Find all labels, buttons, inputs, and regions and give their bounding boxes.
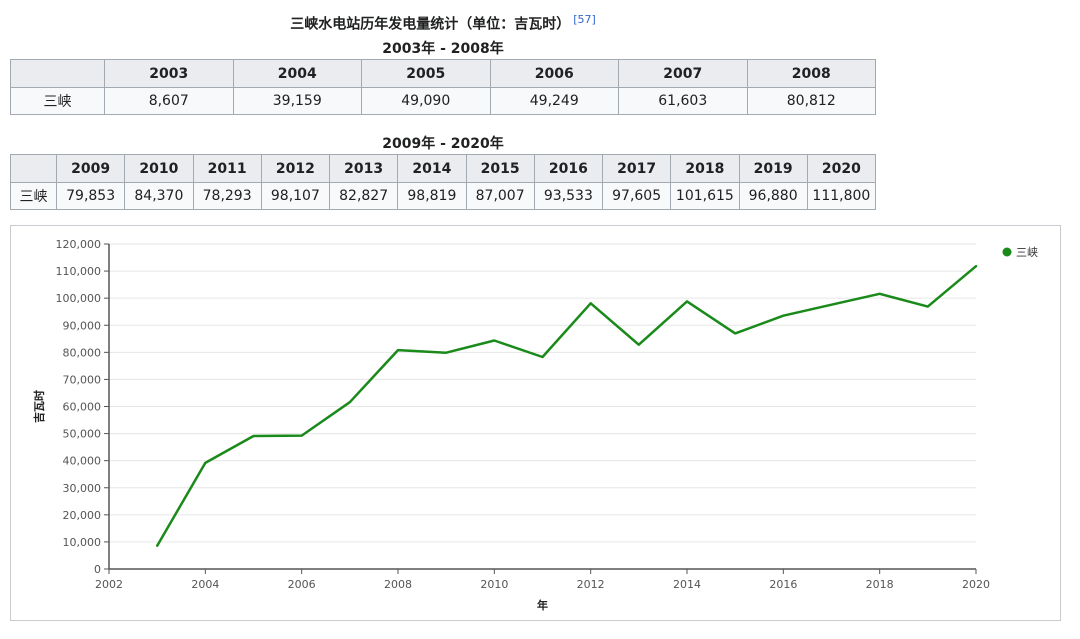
x-tick-label: 2014 (673, 578, 701, 591)
value-cell: 82,827 (328, 182, 399, 210)
year-header: 2011 (192, 154, 262, 183)
value-cell: 61,603 (618, 87, 748, 115)
value-cell: 39,159 (232, 87, 362, 115)
value-cell: 111,800 (806, 182, 877, 210)
reference-link[interactable]: [57] (573, 13, 596, 26)
x-tick-label: 2008 (384, 578, 412, 591)
x-tick-label: 2004 (191, 578, 219, 591)
row-label: 三峡 (10, 87, 105, 115)
y-tick-label: 10,000 (63, 536, 102, 549)
year-header: 2005 (361, 59, 491, 88)
generation-line-chart: 0 10,000 20,000 30,000 40,000 50,000 60,000 70,… (10, 225, 1061, 621)
legend-label: 三峡 (1016, 245, 1038, 259)
value-cell: 87,007 (465, 182, 535, 210)
table-caption: 三峡水电站历年发电量统计（单位：吉瓦时） [57] (10, 13, 876, 34)
y-tick-label: 90,000 (63, 319, 102, 332)
x-tick-label: 2012 (577, 578, 605, 591)
x-tick-label: 2006 (288, 578, 316, 591)
year-header: 2007 (618, 59, 748, 88)
table-2003-2008: 2003 2004 2005 2006 2007 2008 三峡 8,607 39,159 49,… (10, 59, 876, 115)
x-axis-title: 年 (537, 598, 548, 612)
y-tick-label: 30,000 (63, 482, 102, 495)
year-header: 2006 (489, 59, 619, 88)
x-tick-label: 2020 (962, 578, 990, 591)
corner-cell (10, 154, 57, 183)
table-row: 三峡 79,853 84,370 78,293 98,107 82,827 98,819 87… (10, 182, 877, 210)
y-tick-label: 70,000 (63, 373, 102, 386)
year-header: 2012 (260, 154, 331, 183)
value-cell: 98,107 (260, 182, 331, 210)
y-tick-label: 0 (94, 563, 101, 576)
value-cell: 49,249 (489, 87, 619, 115)
y-tick-label: 120,000 (56, 238, 102, 251)
row-label: 三峡 (10, 182, 57, 210)
y-tick-label: 40,000 (63, 455, 102, 468)
year-header: 2018 (670, 154, 740, 183)
value-cell: 96,880 (738, 182, 808, 210)
y-tick-label: 100,000 (56, 292, 102, 305)
value-cell: 78,293 (192, 182, 262, 210)
x-tick-label: 2010 (480, 578, 508, 591)
x-tick-label: 2018 (866, 578, 894, 591)
year-header: 2003 (104, 59, 234, 88)
year-header: 2019 (738, 154, 808, 183)
chart-canvas: 0 10,000 20,000 30,000 40,000 50,000 60,000 70,… (32, 238, 1038, 612)
y-tick-label: 60,000 (63, 401, 102, 414)
year-header: 2004 (232, 59, 362, 88)
x-tick-label: 2016 (769, 578, 797, 591)
value-cell: 79,853 (55, 182, 126, 210)
x-tick-label: 2002 (95, 578, 123, 591)
value-cell: 80,812 (746, 87, 876, 115)
table2-header-row: 2009 2010 2011 2012 2013 2014 2015 2016 2017 2018… (10, 154, 877, 183)
value-cell: 8,607 (104, 87, 234, 115)
corner-cell (10, 59, 105, 88)
table-2009-2020: 2009 2010 2011 2012 2013 2014 2015 2016 2017 2018… (10, 154, 877, 210)
year-header: 2020 (806, 154, 877, 183)
year-header: 2017 (601, 154, 672, 183)
value-cell: 84,370 (124, 182, 194, 210)
y-axis-title: 吉瓦时 (32, 390, 46, 423)
legend-marker (1002, 247, 1012, 257)
value-cell: 101,615 (670, 182, 740, 210)
y-tick-label: 20,000 (63, 509, 102, 522)
year-header: 2014 (397, 154, 467, 183)
caption-title: 三峡水电站历年发电量统计（单位：吉瓦时） (290, 16, 571, 33)
year-header: 2015 (465, 154, 535, 183)
y-tick-label: 50,000 (63, 428, 102, 441)
year-header: 2016 (533, 154, 604, 183)
value-cell: 93,533 (533, 182, 604, 210)
year-header: 2008 (746, 59, 876, 88)
value-cell: 98,819 (397, 182, 467, 210)
table1-range-caption: 2003年 - 2008年 (382, 41, 504, 57)
y-tick-label: 110,000 (56, 265, 102, 278)
year-header: 2009 (55, 154, 126, 183)
value-cell: 97,605 (601, 182, 672, 210)
series-line (155, 264, 978, 547)
y-tick-label: 80,000 (63, 346, 102, 359)
year-header: 2010 (124, 154, 194, 183)
table1-header-row: 2003 2004 2005 2006 2007 2008 (10, 59, 876, 88)
table2-range-caption: 2009年 - 2020年 (382, 136, 504, 152)
table-row: 三峡 8,607 39,159 49,090 49,249 61,603 80,812 (10, 87, 876, 115)
year-header: 2013 (328, 154, 399, 183)
value-cell: 49,090 (361, 87, 491, 115)
